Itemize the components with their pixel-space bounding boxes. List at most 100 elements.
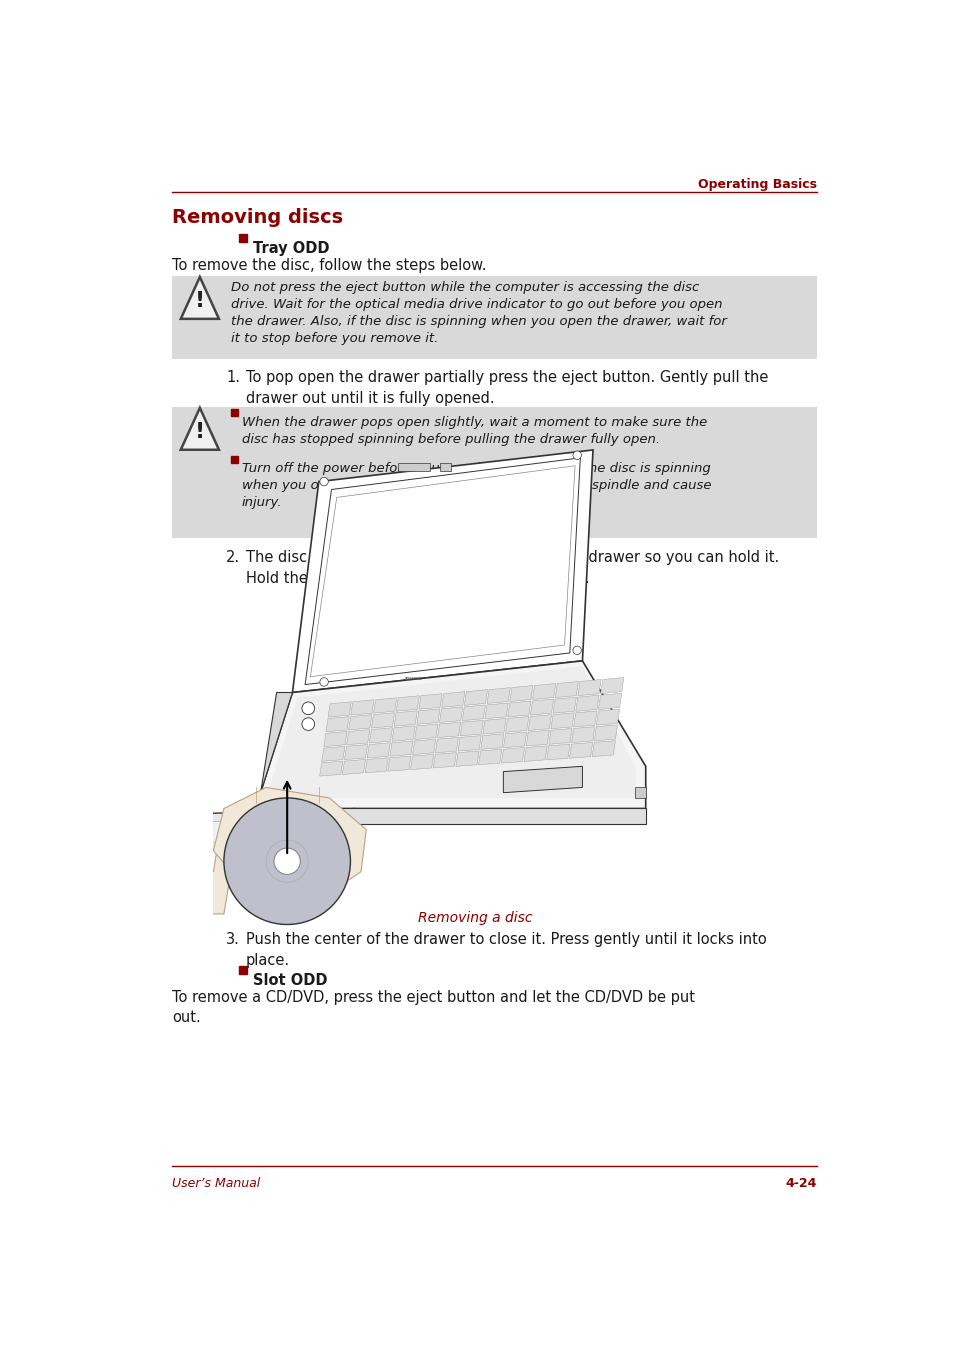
Polygon shape	[293, 450, 593, 692]
Circle shape	[302, 702, 314, 715]
Text: 1.: 1.	[226, 370, 240, 385]
Polygon shape	[415, 725, 437, 740]
Polygon shape	[395, 696, 419, 711]
Polygon shape	[509, 685, 533, 702]
Polygon shape	[548, 729, 572, 744]
Text: Slot ODD: Slot ODD	[253, 973, 328, 988]
Circle shape	[573, 452, 580, 460]
Polygon shape	[255, 661, 645, 808]
Bar	[231, 410, 237, 416]
Polygon shape	[596, 708, 619, 725]
Polygon shape	[433, 753, 456, 768]
Polygon shape	[459, 721, 483, 735]
Polygon shape	[390, 741, 413, 756]
Polygon shape	[462, 704, 485, 721]
Polygon shape	[344, 745, 367, 760]
Text: Removing discs: Removing discs	[172, 208, 343, 227]
Polygon shape	[187, 808, 355, 850]
Polygon shape	[435, 737, 458, 753]
Polygon shape	[342, 760, 365, 775]
Polygon shape	[412, 740, 436, 754]
Circle shape	[319, 477, 328, 485]
Polygon shape	[551, 713, 574, 729]
Polygon shape	[553, 698, 576, 713]
Circle shape	[319, 677, 328, 687]
Polygon shape	[578, 680, 600, 695]
Polygon shape	[373, 698, 396, 713]
Polygon shape	[484, 703, 508, 719]
Polygon shape	[255, 808, 645, 825]
Text: TOSHIBA: TOSHIBA	[405, 677, 422, 681]
Polygon shape	[180, 277, 219, 319]
Circle shape	[302, 718, 314, 730]
Text: Push the center of the drawer to close it. Press gently until it locks into
plac: Push the center of the drawer to close i…	[245, 933, 765, 968]
Polygon shape	[530, 699, 553, 715]
Text: !: !	[194, 291, 205, 311]
Polygon shape	[573, 711, 597, 727]
Polygon shape	[328, 702, 351, 717]
Polygon shape	[197, 817, 350, 842]
Polygon shape	[255, 692, 293, 825]
Polygon shape	[480, 734, 503, 749]
Polygon shape	[348, 715, 372, 730]
Polygon shape	[546, 744, 569, 760]
Polygon shape	[532, 684, 556, 699]
Bar	[635, 787, 645, 798]
Bar	[172, 407, 816, 538]
Circle shape	[224, 798, 350, 925]
Polygon shape	[500, 748, 524, 763]
Polygon shape	[457, 735, 480, 752]
Polygon shape	[555, 681, 578, 698]
Polygon shape	[600, 677, 623, 694]
Polygon shape	[598, 694, 621, 710]
Polygon shape	[528, 715, 551, 730]
Polygon shape	[369, 727, 392, 744]
Polygon shape	[456, 750, 478, 767]
Circle shape	[573, 646, 580, 654]
Text: 3.: 3.	[226, 933, 240, 948]
Polygon shape	[367, 742, 390, 758]
Bar	[231, 456, 237, 462]
Text: Tray ODD: Tray ODD	[253, 241, 330, 256]
Text: User’s Manual: User’s Manual	[172, 1178, 260, 1190]
Polygon shape	[569, 742, 592, 758]
Polygon shape	[464, 690, 487, 706]
Polygon shape	[441, 692, 464, 707]
Text: 4-24: 4-24	[784, 1178, 816, 1190]
Polygon shape	[351, 700, 374, 715]
Polygon shape	[505, 717, 528, 733]
Polygon shape	[323, 731, 347, 746]
Text: When the drawer pops open slightly, wait a moment to make sure the
disc has stop: When the drawer pops open slightly, wait…	[241, 415, 706, 446]
Polygon shape	[346, 730, 370, 745]
Text: To remove the disc, follow the steps below.: To remove the disc, follow the steps bel…	[172, 258, 486, 273]
Polygon shape	[305, 458, 579, 684]
Polygon shape	[594, 725, 617, 741]
Polygon shape	[392, 726, 415, 741]
Polygon shape	[482, 718, 505, 734]
Text: The disc extends slightly over the sides of the drawer so you can hold it.
Hold : The disc extends slightly over the sides…	[245, 550, 778, 585]
Polygon shape	[436, 722, 460, 738]
Text: !: !	[194, 422, 205, 442]
Polygon shape	[503, 731, 526, 748]
Polygon shape	[478, 749, 501, 765]
Polygon shape	[326, 717, 349, 731]
Text: Removing a disc: Removing a disc	[418, 911, 533, 925]
Polygon shape	[576, 695, 598, 711]
Polygon shape	[213, 787, 366, 892]
Polygon shape	[319, 761, 342, 776]
Text: Operating Basics: Operating Basics	[697, 177, 816, 191]
Polygon shape	[487, 688, 510, 703]
Bar	[439, 464, 450, 470]
Polygon shape	[394, 711, 416, 726]
Polygon shape	[310, 465, 575, 676]
Polygon shape	[523, 746, 547, 761]
Text: 2.: 2.	[226, 550, 240, 565]
Polygon shape	[266, 667, 635, 798]
Circle shape	[274, 848, 300, 875]
Bar	[172, 276, 816, 360]
Bar	[397, 464, 429, 470]
Polygon shape	[187, 808, 234, 914]
Polygon shape	[365, 757, 388, 773]
Polygon shape	[410, 754, 434, 769]
Text: To remove a CD/DVD, press the eject button and let the CD/DVD be put
out.: To remove a CD/DVD, press the eject butt…	[172, 990, 694, 1025]
